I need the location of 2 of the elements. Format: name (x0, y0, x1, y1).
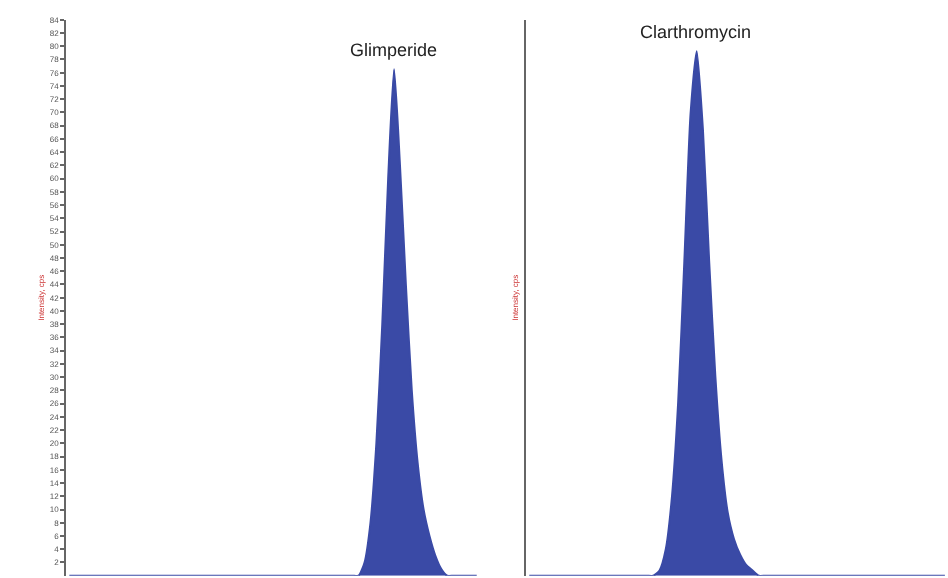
series-label: Glimperide (350, 40, 438, 60)
series-label: Clarthromycin (640, 22, 752, 42)
